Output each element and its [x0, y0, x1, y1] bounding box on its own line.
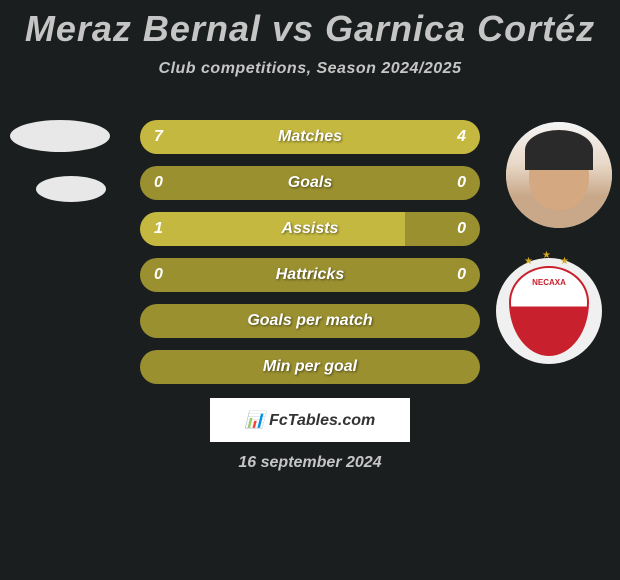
stat-row: Min per goal: [140, 350, 480, 384]
stat-row: 00Goals: [140, 166, 480, 200]
team-badge-label: NECAXA: [511, 278, 587, 287]
stat-label: Min per goal: [140, 358, 480, 376]
stat-row: 74Matches: [140, 120, 480, 154]
stat-row: Goals per match: [140, 304, 480, 338]
comparison-title: Meraz Bernal vs Garnica Cortéz: [0, 0, 620, 50]
stat-label: Matches: [140, 128, 480, 146]
stat-row: 10Assists: [140, 212, 480, 246]
stat-label: Goals per match: [140, 312, 480, 330]
comparison-subtitle: Club competitions, Season 2024/2025: [0, 60, 620, 78]
left-team-shape: [10, 120, 110, 152]
team-badge-right: ★★★NECAXA: [496, 258, 602, 364]
left-team-shape: [36, 176, 106, 202]
stats-container: 74Matches 00Goals 10Assists 00Hattricks Goal…: [140, 120, 480, 396]
stat-row: 00Hattricks: [140, 258, 480, 292]
stat-label: Goals: [140, 174, 480, 192]
stat-label: Hattricks: [140, 266, 480, 284]
brand-box: 📊 FcTables.com: [210, 398, 410, 442]
stat-label: Assists: [140, 220, 480, 238]
date-label: 16 september 2024: [0, 454, 620, 472]
brand-label: 📊 FcTables.com: [245, 410, 375, 430]
player-avatar-right: [506, 122, 612, 228]
